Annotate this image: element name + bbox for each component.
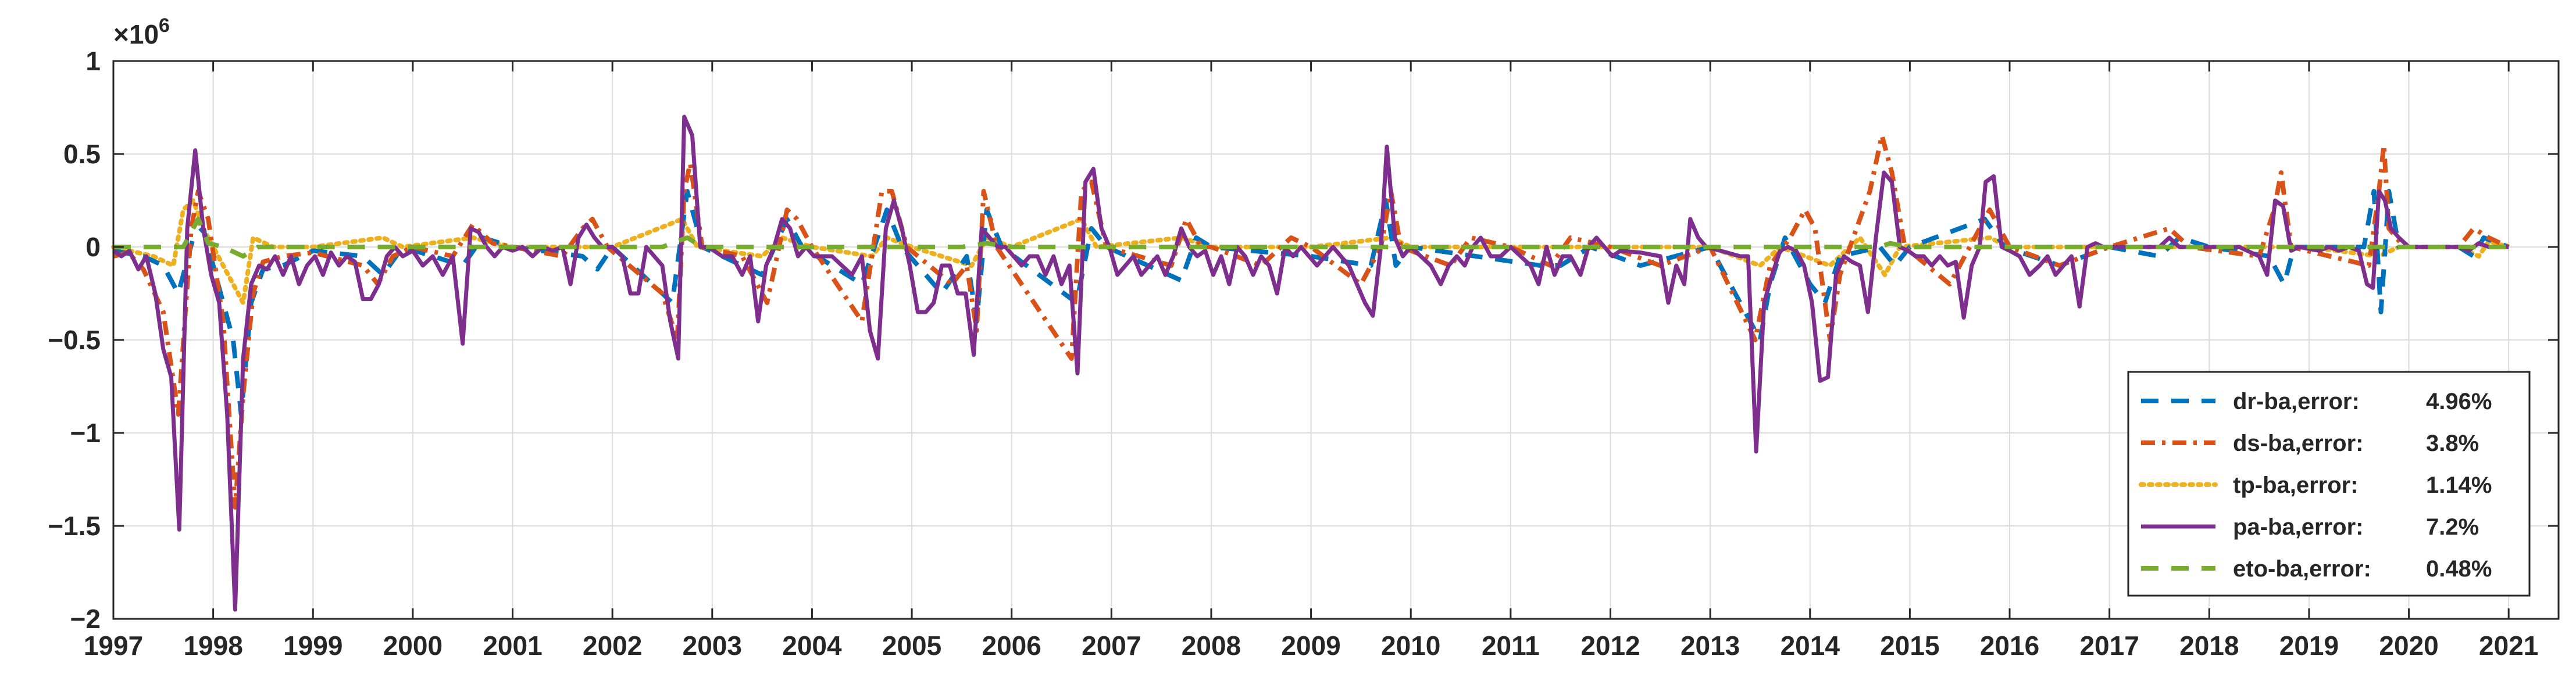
x-tick-label: 2013 [1681, 630, 1740, 661]
x-tick-label: 2017 [2079, 630, 2139, 661]
y-tick-label: −1 [70, 418, 101, 448]
x-tick-label: 2019 [2279, 630, 2339, 661]
legend-error-pa-ba: 7.2% [2426, 514, 2479, 540]
x-tick-label: 2003 [683, 630, 742, 661]
x-tick-label: 1999 [283, 630, 342, 661]
x-tick-label: 2002 [583, 630, 642, 661]
series-line-eto-ba [113, 217, 2509, 259]
legend-box [2127, 371, 2531, 597]
x-tick-label: 1998 [183, 630, 242, 661]
y-tick-label: −2 [70, 604, 101, 634]
x-tick-label: 2007 [1082, 630, 1141, 661]
x-tick-label: 2010 [1381, 630, 1440, 661]
x-tick-label: 2020 [2379, 630, 2438, 661]
x-tick-label: 2015 [1880, 630, 1939, 661]
y-axis-exponent-label: ×106 [113, 15, 170, 49]
legend-label-tp-ba: tp-ba,error: [2233, 472, 2359, 498]
x-tick-label: 2021 [2479, 630, 2538, 661]
legend-label-ds-ba: ds-ba,error: [2233, 431, 2364, 456]
y-tick-label: 0.5 [63, 139, 101, 169]
legend-label-pa-ba: pa-ba,error: [2233, 514, 2364, 540]
x-tick-label: 2012 [1580, 630, 1640, 661]
x-tick-label: 2009 [1281, 630, 1340, 661]
legend-error-dr-ba: 4.96% [2426, 389, 2492, 414]
axis-ticks: 1997 1998 1999 2000 2001 2002 2003 2004 2005 2006… [48, 46, 2559, 661]
x-tick-label: 2006 [982, 630, 1041, 661]
series-line-pa-ba [112, 114, 2509, 612]
series-line-dr-ba [113, 189, 2510, 417]
y-tick-label: −1.5 [48, 511, 101, 541]
y-tick-label: 1 [85, 46, 101, 76]
y-tick-label: 0 [85, 232, 101, 262]
legend: dr-ba,error: 4.96% ds-ba,error: 3.8% tp-ba,e… [2127, 371, 2531, 597]
legend-error-ds-ba: 3.8% [2426, 431, 2479, 456]
x-tick-label: 2005 [882, 630, 941, 661]
x-tick-label: 2000 [383, 630, 443, 661]
legend-label-dr-ba: dr-ba,error: [2233, 389, 2360, 414]
y-axis-exponent-power: 6 [159, 15, 170, 37]
x-tick-label: 2018 [2179, 630, 2239, 661]
x-tick-label: 2001 [483, 630, 542, 661]
y-axis-exponent-base: ×10 [113, 19, 159, 49]
legend-label-eto-ba: eto-ba,error: [2233, 556, 2371, 582]
x-tick-label: 2004 [782, 630, 842, 661]
x-tick-label: 2016 [1980, 630, 2039, 661]
x-tick-label: 2014 [1781, 630, 1840, 661]
legend-error-eto-ba: 0.48% [2426, 556, 2492, 582]
x-tick-label: 2008 [1182, 630, 1241, 661]
y-tick-label: −0.5 [48, 325, 101, 355]
x-tick-label: 2011 [1482, 630, 1540, 661]
series-lines [111, 114, 2511, 612]
x-tick-label: 1997 [84, 630, 143, 661]
legend-error-tp-ba: 1.14% [2426, 472, 2492, 498]
